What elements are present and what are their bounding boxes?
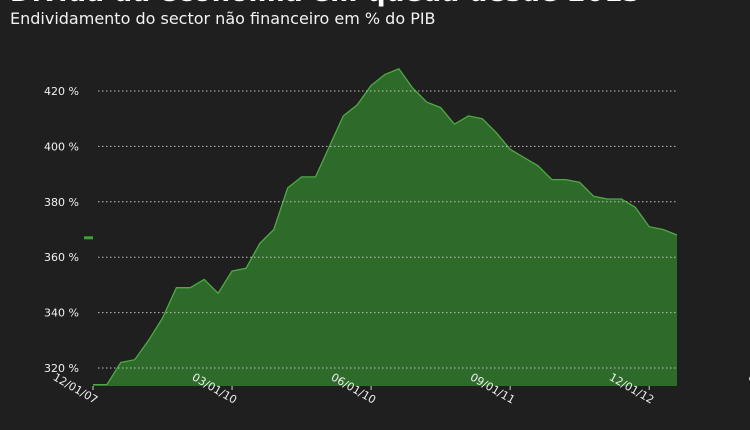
y-tick-label: 360 % (44, 251, 79, 264)
y-tick-label: 380 % (44, 196, 79, 209)
x-tick-label: 03/01/14 (746, 371, 750, 407)
y-tick-label: 400 % (44, 140, 79, 153)
y-tick-label: 340 % (44, 307, 79, 320)
chart-subtitle: Endividamento do sector não financeiro e… (10, 9, 436, 28)
y-tick-label: 420 % (44, 85, 79, 98)
series-marker (84, 236, 93, 240)
area-series (93, 68, 677, 387)
chart-title: Dívida da economia em queda desde 2013 (10, 0, 641, 8)
series-line (93, 68, 678, 386)
y-tick-label: 320 % (44, 362, 79, 375)
